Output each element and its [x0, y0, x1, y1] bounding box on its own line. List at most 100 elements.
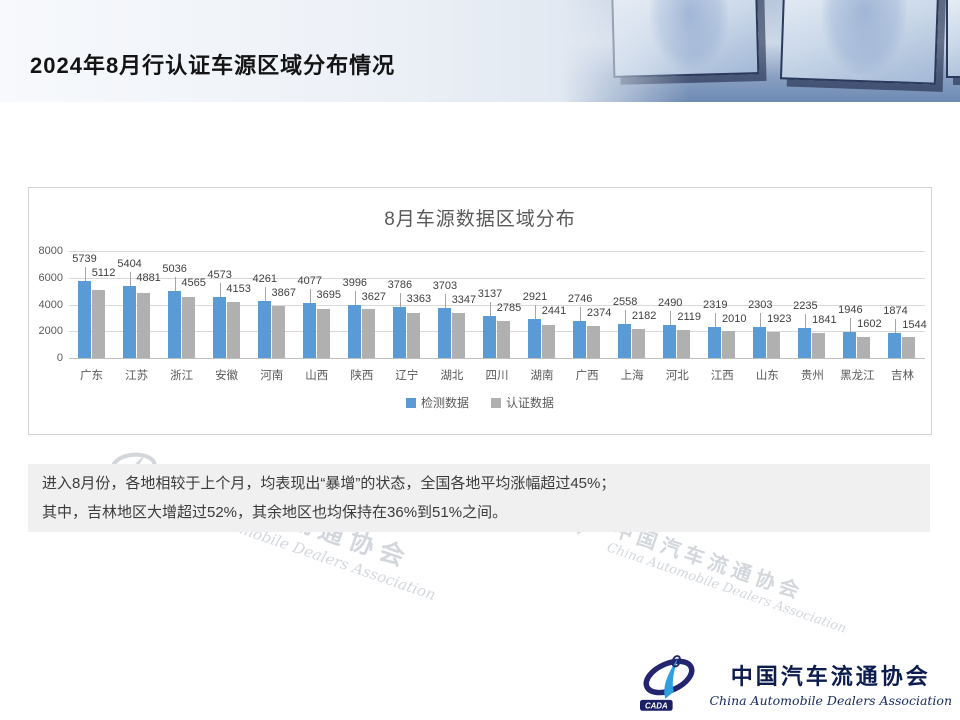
x-axis-category-label: 山东 [755, 370, 779, 382]
x-axis-category-label: 安徽 [215, 370, 239, 382]
bar-series-1 [302, 303, 316, 358]
data-label-series-1: 2490 [657, 296, 683, 309]
data-label-leader-line [399, 293, 401, 308]
world-map-overlay [820, 0, 908, 76]
gridline [69, 251, 925, 252]
data-label-series-1: 3786 [387, 279, 413, 292]
bar-series-1 [167, 290, 181, 358]
bar-series-2 [722, 331, 736, 358]
bar-series-2 [632, 328, 646, 358]
summary-line-1: 进入8月份，各地相较于上个月，均表现出“暴增”的状态，全国各地平均涨幅超过45%… [42, 475, 616, 492]
data-label-series-2: 1923 [767, 313, 792, 326]
bar-series-1 [392, 307, 406, 358]
data-label-leader-line [174, 276, 176, 291]
gradient-fade [560, 0, 690, 102]
data-label-series-2: 3627 [361, 290, 387, 303]
data-label-series-2: 3867 [271, 287, 296, 299]
x-axis-category-label: 河北 [665, 370, 689, 382]
data-label-series-2: 3695 [316, 289, 342, 302]
data-label-series-2: 2010 [722, 312, 747, 325]
data-label-series-2: 1602 [857, 317, 882, 330]
x-axis-category-label: 湖北 [440, 370, 464, 382]
data-label-series-1: 5404 [117, 257, 142, 270]
data-label-series-1: 2558 [612, 295, 638, 308]
data-label-series-1: 5036 [162, 262, 187, 275]
legend-swatch-icon [491, 397, 501, 408]
bar-series-2 [767, 332, 781, 358]
data-label-series-2: 2441 [541, 304, 567, 317]
data-label-series-2: 2182 [631, 309, 657, 322]
bar-series-2 [271, 306, 285, 358]
legend-label: 检测数据 [420, 396, 469, 410]
x-axis-category-label: 江苏 [125, 370, 149, 382]
x-axis-category-label: 广东 [80, 370, 104, 382]
data-label-leader-line [760, 313, 762, 328]
x-axis-category-label: 贵州 [800, 370, 824, 382]
data-label-leader-line [84, 267, 86, 282]
data-label-series-2: 5112 [91, 267, 116, 280]
data-label-series-1: 2921 [522, 290, 548, 303]
data-label-series-1: 4261 [252, 273, 277, 285]
x-axis-category-label: 湖南 [530, 370, 554, 382]
bar-series-1 [122, 285, 136, 358]
bar-series-2 [677, 329, 691, 358]
data-label-leader-line [715, 312, 717, 327]
bar-series-2 [857, 336, 871, 358]
data-label-series-1: 5739 [72, 253, 97, 266]
data-label-series-1: 3703 [432, 280, 458, 293]
data-label-series-1: 1946 [838, 303, 863, 316]
data-label-series-2: 2119 [677, 310, 702, 323]
bar-series-2 [361, 309, 375, 358]
data-label-series-2: 2374 [586, 307, 612, 320]
bar-series-2 [587, 326, 601, 358]
x-axis-category-label: 广西 [575, 370, 599, 382]
data-label-series-2: 2785 [496, 302, 522, 315]
data-label-leader-line [129, 271, 131, 286]
cada-logo-mark-icon: CADA [640, 655, 695, 711]
x-axis-category-label: 黑龙江 [840, 370, 875, 382]
bar-series-1 [663, 324, 677, 358]
data-label-series-1: 2235 [793, 300, 818, 313]
data-label-leader-line [805, 314, 807, 329]
bar-series-2 [226, 302, 240, 358]
bar-series-2 [812, 333, 826, 358]
data-label-series-1: 2319 [703, 298, 728, 311]
bar-series-1 [753, 327, 767, 358]
x-axis-category-label: 山西 [305, 370, 329, 382]
data-label-leader-line [895, 318, 897, 333]
data-label-leader-line [490, 302, 491, 317]
data-label-series-2: 3347 [451, 294, 477, 307]
legend-swatch-icon [405, 397, 416, 408]
data-label-series-1: 2303 [748, 299, 773, 312]
gridline [69, 277, 925, 279]
slide-header: 2024年8月行认证车源区域分布情况 [0, 0, 960, 102]
y-axis-tick-label: 2000 [38, 325, 63, 338]
data-label-series-2: 4881 [136, 271, 161, 284]
data-label-series-1: 2746 [567, 293, 593, 306]
bar-series-1 [257, 301, 271, 358]
cube-icon [946, 0, 960, 78]
chart-title: 8月车源数据区域分布 [384, 209, 576, 230]
data-label-series-1: 4077 [297, 275, 323, 288]
chart-legend: 检测数据 认证数据 [29, 394, 931, 411]
bar-series-2 [181, 296, 195, 358]
gridline [69, 304, 925, 306]
bar-series-1 [77, 281, 91, 358]
x-axis-category-label: 江西 [710, 370, 734, 382]
x-axis-category-label: 四川 [485, 370, 509, 382]
footer-cn-name: 中国汽车流通协会 [730, 663, 931, 689]
legend-item: 认证数据 [491, 394, 554, 411]
data-label-series-2: 4565 [181, 276, 206, 289]
data-label-series-2: 3363 [406, 293, 432, 306]
bar-series-2 [542, 325, 556, 358]
cada-logo: CADA 中国汽车流通协会 China Automobile Dealers A… [637, 654, 952, 712]
legend-item: 检测数据 [405, 394, 469, 411]
legend-label: 认证数据 [506, 396, 555, 410]
x-axis-category-label: 陕西 [350, 370, 374, 382]
data-label-leader-line [354, 290, 356, 305]
bar-series-1 [347, 304, 361, 358]
data-label-series-2: 1544 [902, 318, 927, 331]
y-axis-tick-label: 8000 [38, 245, 63, 257]
data-label-leader-line [535, 304, 537, 319]
summary-line-2: 其中，吉林地区大增超过52%，其余地区也均保持在36%到51%之间。 [42, 504, 508, 521]
